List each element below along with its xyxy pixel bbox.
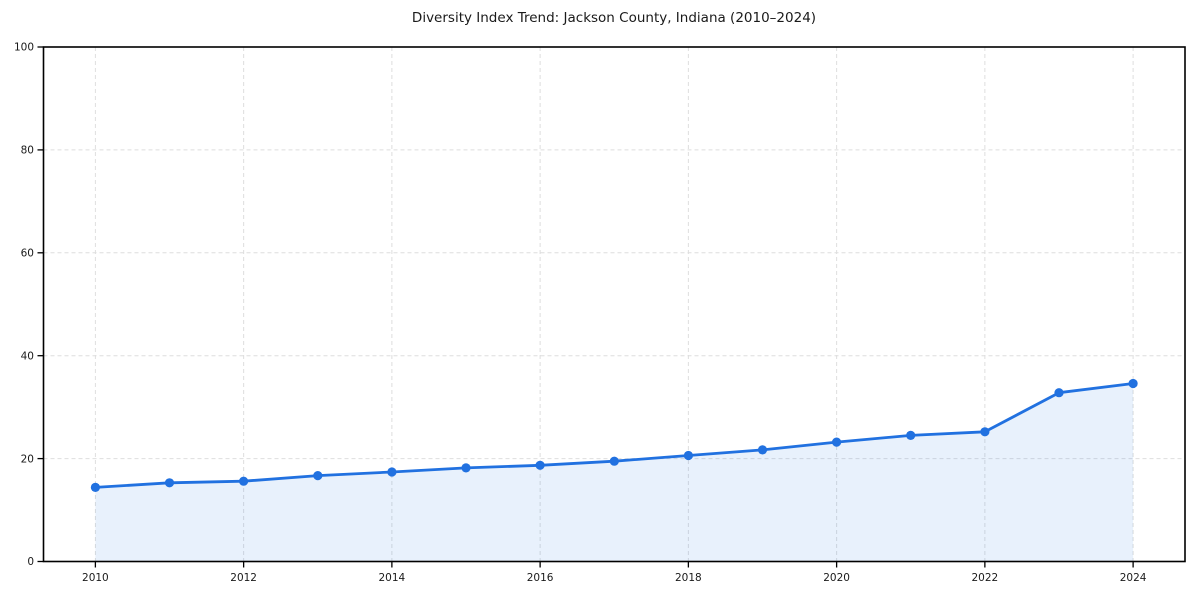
x-tick-label: 2012	[230, 572, 257, 584]
data-point-2015	[461, 463, 471, 473]
data-point-2022	[980, 427, 990, 437]
data-point-2012	[239, 476, 249, 486]
data-point-2016	[535, 460, 545, 470]
data-point-2013	[313, 471, 323, 481]
x-tick-label: 2022	[971, 572, 998, 584]
data-point-2010	[90, 482, 100, 492]
y-tick-label: 100	[14, 42, 34, 54]
y-tick-label: 60	[21, 248, 34, 260]
area-fill	[95, 383, 1134, 562]
data-point-2011	[164, 478, 175, 488]
x-tick-label: 2018	[675, 572, 702, 584]
y-tick-label: 0	[27, 556, 34, 568]
data-point-2021	[906, 430, 916, 440]
plot-border	[42, 46, 1186, 563]
y-tick-label: 20	[21, 453, 34, 465]
data-point-2019	[757, 445, 768, 455]
x-tick-label: 2024	[1120, 572, 1147, 584]
data-point-2017	[609, 456, 619, 466]
x-tick-label: 2010	[82, 572, 109, 584]
data-point-2023	[1054, 388, 1064, 398]
data-point-2024	[1128, 378, 1138, 389]
x-tick-label: 2014	[379, 572, 406, 584]
data-point-2014	[387, 467, 397, 477]
y-tick-label: 80	[21, 145, 34, 157]
data-point-2020	[832, 437, 842, 447]
x-tick-label: 2020	[823, 572, 850, 584]
y-tick-label: 40	[21, 350, 34, 362]
data-point-2018	[683, 450, 694, 461]
chart-title: Diversity Index Trend: Jackson County, I…	[411, 10, 817, 26]
x-tick-label: 2016	[527, 572, 554, 584]
